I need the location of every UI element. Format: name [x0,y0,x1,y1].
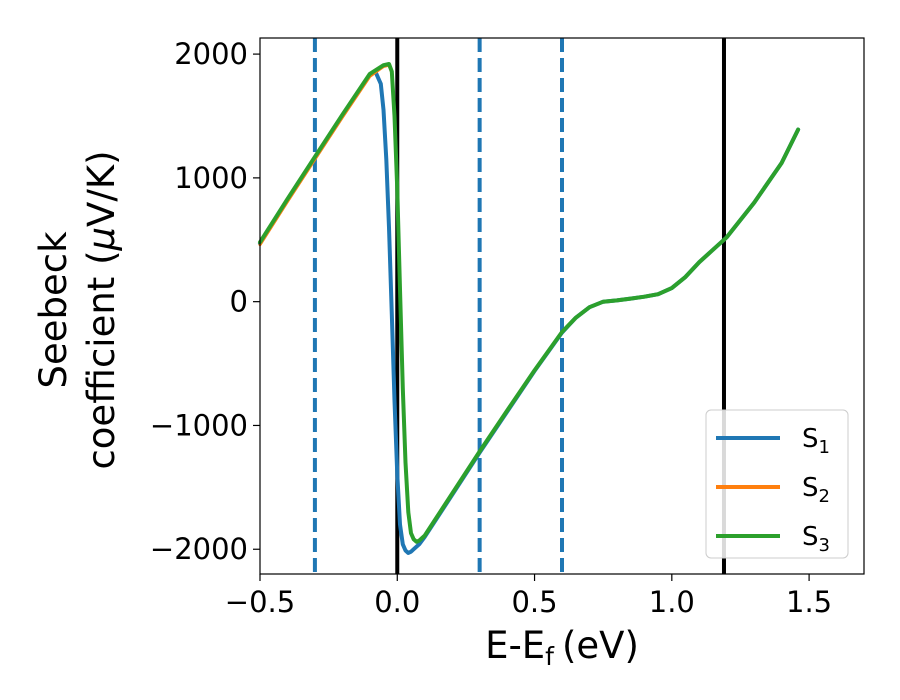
x-tick-label: −0.5 [225,585,295,619]
legend: S1 S2 S3 [705,409,849,559]
x-tick-label: 0.5 [511,585,557,619]
x-tick-label: 1.0 [649,585,695,619]
y-tick-label: 0 [230,285,248,319]
y-tick-label: −1000 [150,408,248,442]
y-axis-ticks: 2000 1000 0 −1000 −2000 [150,37,260,566]
y-axis-label: Seebeck coefficient (μV/K) [32,150,123,469]
y-axis-label-line1: Seebeck [32,231,75,389]
x-tick-label: 1.5 [786,585,832,619]
reference-lines [312,38,726,574]
y-axis-label-line2: coefficient (μV/K) [80,150,123,469]
legend-label-S3: S3 [802,522,830,556]
series-line-S3 [258,62,801,544]
plot-frame [259,37,865,575]
y-tick-label: −2000 [150,532,248,566]
y-tick-label: 1000 [174,161,248,195]
x-axis-ticks: −0.5 0.0 0.5 1.0 1.5 [225,574,832,619]
legend-label-S1: S1 [802,424,830,458]
legend-label-S2: S2 [802,473,830,507]
x-axis-label: E-Ef (eV) [485,624,639,671]
series-lines [258,62,801,555]
x-tick-label: 0.0 [374,585,420,619]
y-tick-label: 2000 [174,37,248,71]
legend-box [705,409,849,559]
